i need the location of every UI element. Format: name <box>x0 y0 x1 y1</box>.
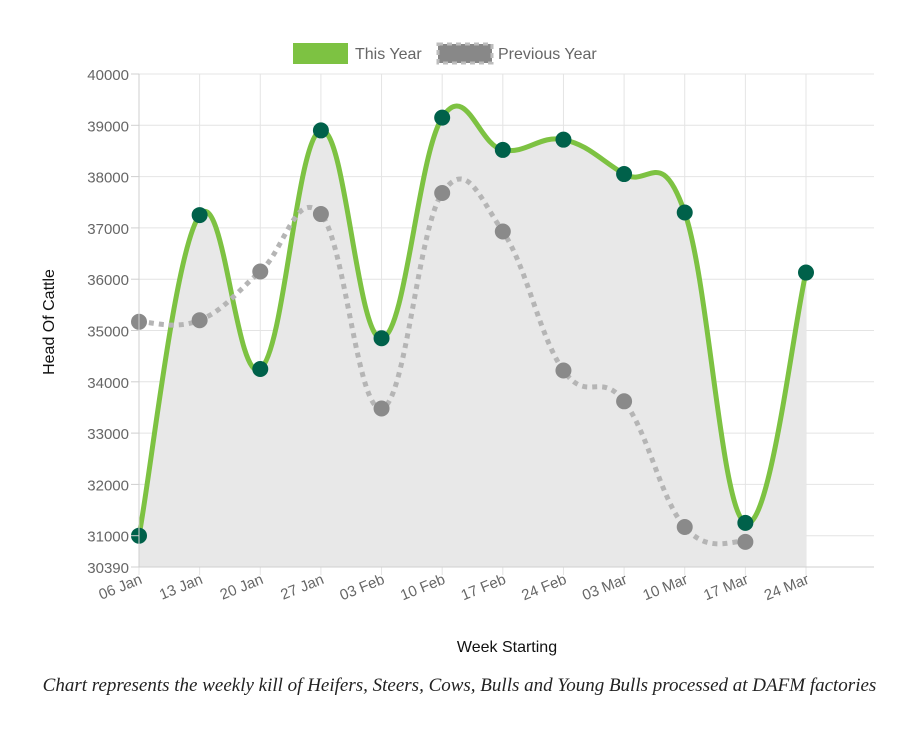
data-point-previous-year[interactable] <box>312 206 329 223</box>
chart-container: 40000 39000 38000 37000 36000 35000 34000 33000… <box>41 42 874 656</box>
x-tick-label: 17 Feb <box>459 571 509 604</box>
data-point-previous-year[interactable] <box>373 400 390 417</box>
x-tick-label: 20 Jan <box>218 571 266 604</box>
y-tick-label: 37000 <box>87 221 129 238</box>
y-tick-label: 30390 <box>87 560 129 577</box>
legend-swatch-previous-year[interactable] <box>436 42 494 65</box>
y-tick-label: 39000 <box>87 118 129 135</box>
data-point-previous-year[interactable] <box>555 362 572 379</box>
line-chart: 40000 39000 38000 37000 36000 35000 34000 33000… <box>41 42 874 656</box>
y-tick-label: 31000 <box>87 529 129 546</box>
legend-label-previous-year[interactable]: Previous Year <box>498 46 597 63</box>
x-tick-label: 10 Mar <box>641 571 691 604</box>
data-point-previous-year[interactable] <box>191 312 208 329</box>
data-point-this-year[interactable] <box>191 207 208 224</box>
series-area-fill <box>139 105 806 568</box>
data-point-this-year[interactable] <box>312 122 329 139</box>
chart-caption: Chart represents the weekly kill of Heif… <box>42 675 877 696</box>
data-point-this-year[interactable] <box>494 141 511 158</box>
data-point-this-year[interactable] <box>676 204 693 221</box>
y-tick-label: 33000 <box>87 426 129 443</box>
x-tick-label: 24 Mar <box>762 571 812 604</box>
data-point-previous-year[interactable] <box>494 223 511 240</box>
x-tick-label: 24 Feb <box>519 571 569 604</box>
x-tick-label: 13 Jan <box>157 571 205 604</box>
axes: 40000 39000 38000 37000 36000 35000 34000 33000… <box>87 67 874 604</box>
y-tick-label: 35000 <box>87 324 129 341</box>
y-tick-label: 34000 <box>87 375 129 392</box>
data-point-previous-year[interactable] <box>676 518 693 535</box>
x-tick-label: 17 Mar <box>701 571 751 604</box>
legend-label-this-year[interactable]: This Year <box>355 46 422 63</box>
data-point-previous-year[interactable] <box>434 185 451 202</box>
y-tick-label: 36000 <box>87 272 129 289</box>
data-point-this-year[interactable] <box>373 330 390 347</box>
x-tick-label: 03 Feb <box>337 571 387 604</box>
x-tick-label: 10 Feb <box>398 571 448 604</box>
x-axis-title: Week Starting <box>457 639 557 656</box>
y-tick-label: 38000 <box>87 170 129 187</box>
legend-swatch-this-year[interactable] <box>293 43 348 64</box>
data-point-this-year[interactable] <box>798 264 814 281</box>
legend[interactable]: This Year Previous Year <box>293 42 597 65</box>
y-axis-title: Head Of Cattle <box>41 269 58 375</box>
data-point-this-year[interactable] <box>434 109 451 126</box>
data-point-this-year[interactable] <box>616 166 633 183</box>
data-point-this-year[interactable] <box>737 514 754 531</box>
data-points-layer <box>131 109 814 550</box>
data-point-this-year[interactable] <box>555 131 572 148</box>
data-point-previous-year[interactable] <box>616 393 633 410</box>
x-tick-label: 03 Mar <box>580 571 630 604</box>
y-tick-label: 40000 <box>87 67 129 84</box>
area-fill-layer <box>139 105 806 568</box>
data-point-previous-year[interactable] <box>252 263 269 280</box>
data-point-this-year[interactable] <box>252 360 269 377</box>
data-point-previous-year[interactable] <box>737 533 754 550</box>
y-tick-label: 32000 <box>87 477 129 494</box>
x-tick-label: 27 Jan <box>278 571 326 604</box>
